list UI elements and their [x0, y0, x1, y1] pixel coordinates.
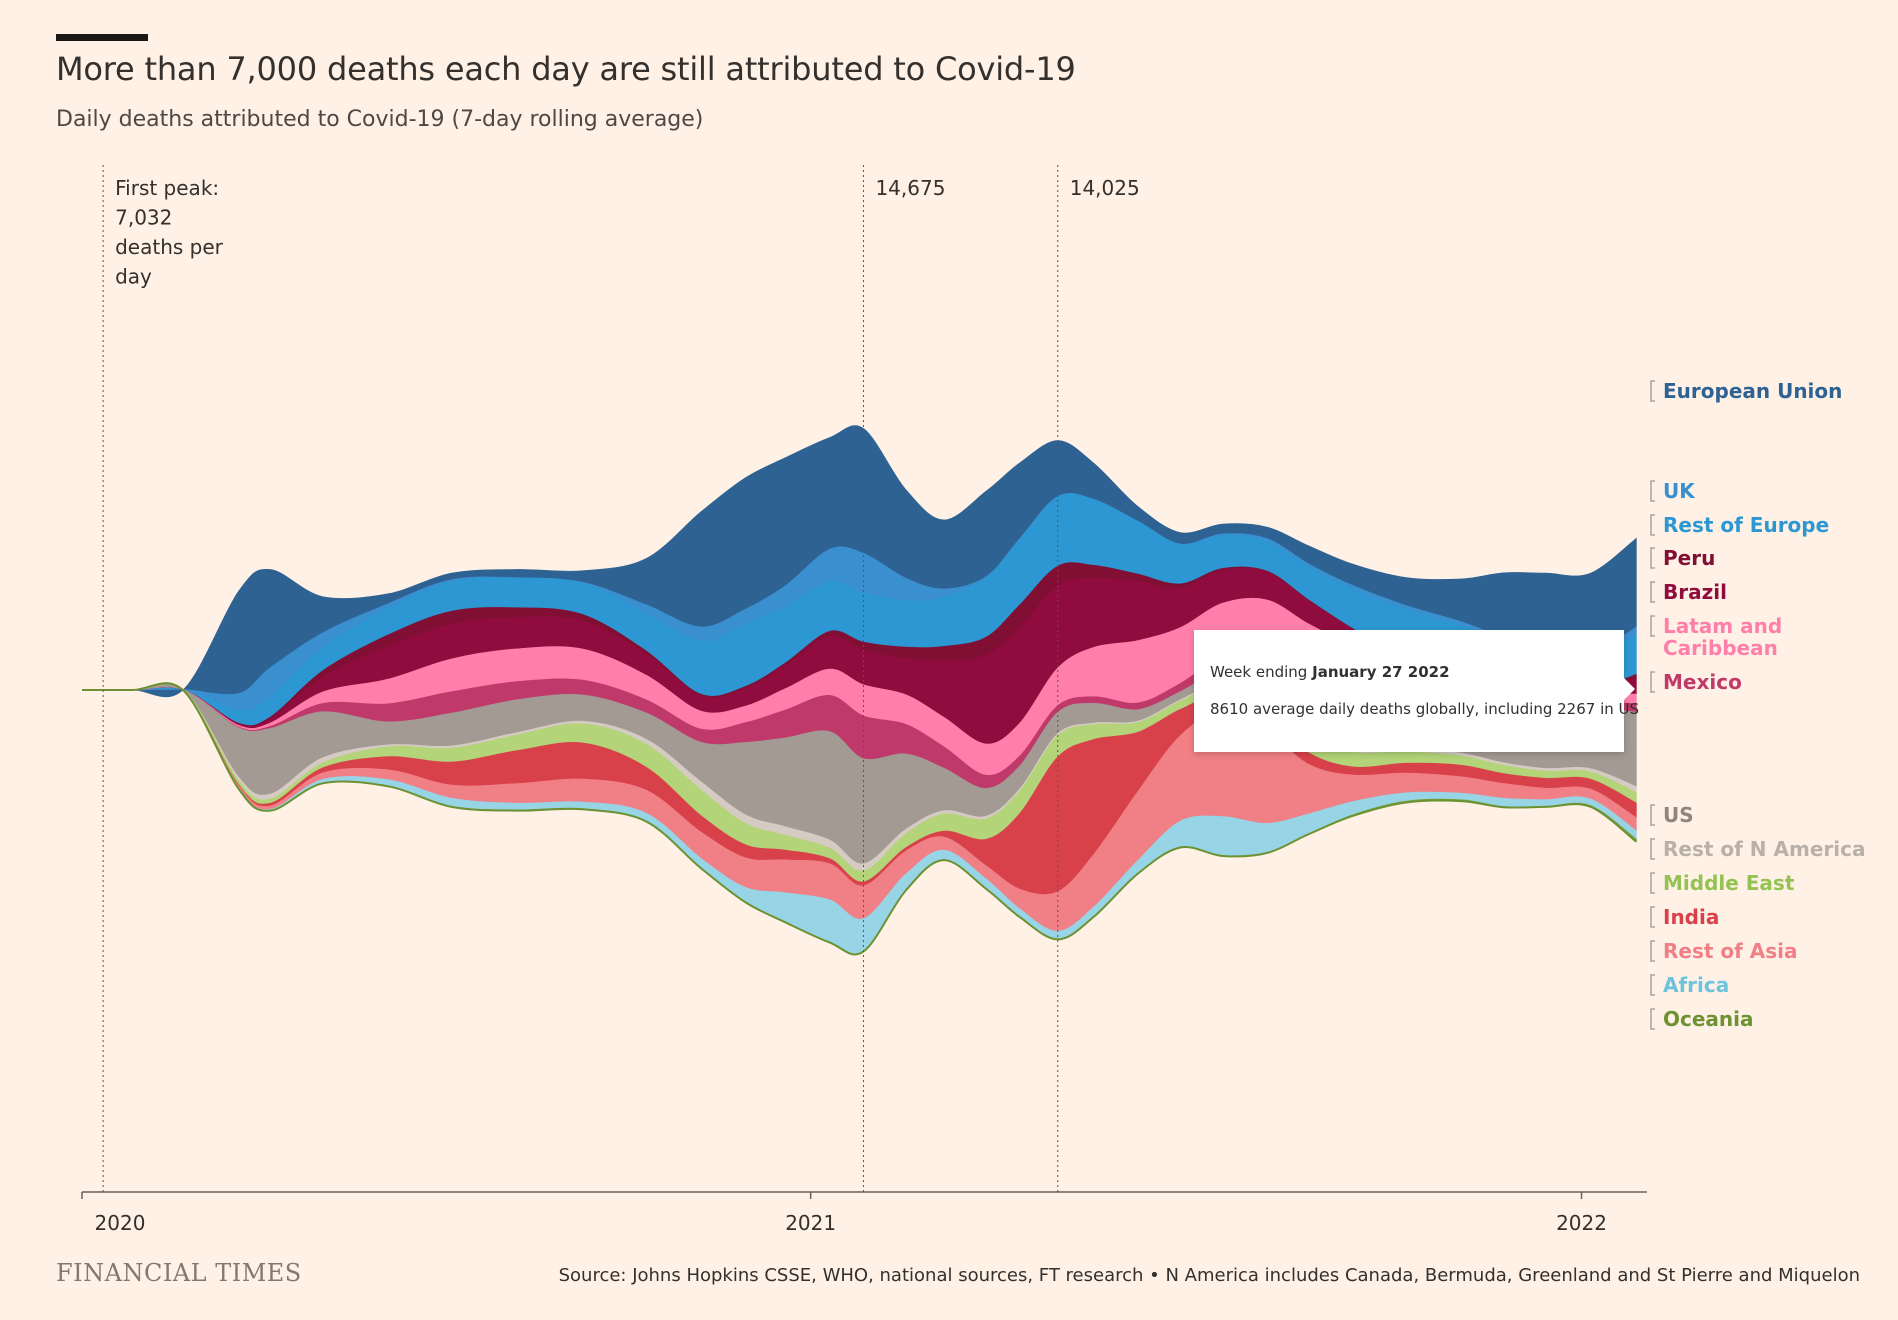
legend-bracket: [1650, 974, 1655, 996]
tooltip-text: 8610 average daily deaths globally, incl…: [1210, 700, 1640, 718]
legend-label-oceania: Oceania: [1663, 1007, 1754, 1031]
x-tick-label: 2021: [785, 1211, 836, 1235]
legend-bracket: [1650, 547, 1655, 569]
legend-bracket: [1650, 615, 1655, 637]
legend-label-mexico: Mexico: [1663, 670, 1742, 694]
annotation-text: 7,032: [115, 206, 172, 230]
bottom-outline: [81, 682, 1638, 956]
tooltip-date: January 27 2022: [1312, 663, 1450, 681]
legend-bracket: [1650, 804, 1655, 826]
legend-label-india: India: [1663, 905, 1719, 929]
legend-bracket: [1650, 940, 1655, 962]
x-tick-label: 2022: [1556, 1211, 1607, 1235]
title-accent-bar: [56, 34, 148, 41]
legend-label-us: US: [1663, 803, 1694, 827]
legend-bracket: [1650, 1008, 1655, 1030]
legend-label-european-union: European Union: [1663, 379, 1842, 403]
legend-bracket: [1650, 872, 1655, 894]
annotation-text: day: [115, 265, 152, 289]
legend-label-rest-of-n-america: Rest of N America: [1663, 837, 1865, 861]
ft-logo: FINANCIAL TIMES: [56, 1259, 302, 1287]
tooltip-arrow: [1624, 678, 1635, 700]
legend-bracket: [1650, 480, 1655, 502]
legend-label-middle-east: Middle East: [1663, 871, 1795, 895]
source-note: Source: Johns Hopkins CSSE, WHO, nationa…: [558, 1265, 1860, 1286]
legend-label-peru: Peru: [1663, 546, 1715, 570]
legend-label-latam-and-caribbean: Caribbean: [1663, 636, 1778, 660]
tooltip: Week ending January 27 2022 8610 average…: [1194, 630, 1639, 752]
legend-label-uk: UK: [1663, 479, 1696, 503]
chart-title: More than 7,000 deaths each day are stil…: [56, 50, 1076, 88]
legend-label-brazil: Brazil: [1663, 580, 1727, 604]
legend-label-rest-of-europe: Rest of Europe: [1663, 513, 1829, 537]
annotation-text: First peak:: [115, 176, 219, 200]
legend-label-rest-of-asia: Rest of Asia: [1663, 939, 1798, 963]
tooltip-date-line: Week ending January 27 2022: [1210, 663, 1450, 681]
annotation-text: 14,675: [875, 176, 945, 200]
chart-subtitle: Daily deaths attributed to Covid-19 (7-d…: [56, 107, 704, 132]
legend-bracket: [1650, 514, 1655, 536]
tooltip-prefix: Week ending: [1210, 663, 1308, 681]
legend-label-latam-and-caribbean: Latam and: [1663, 614, 1782, 638]
legend-bracket: [1650, 581, 1655, 603]
annotation-text: deaths per: [115, 235, 224, 259]
legend-bracket: [1650, 671, 1655, 693]
legend-bracket: [1650, 838, 1655, 860]
legend-label-africa: Africa: [1663, 973, 1729, 997]
x-tick-label: 2020: [95, 1211, 146, 1235]
annotation-text: 14,025: [1070, 176, 1140, 200]
legend-bracket: [1650, 906, 1655, 928]
legend-bracket: [1650, 380, 1655, 402]
